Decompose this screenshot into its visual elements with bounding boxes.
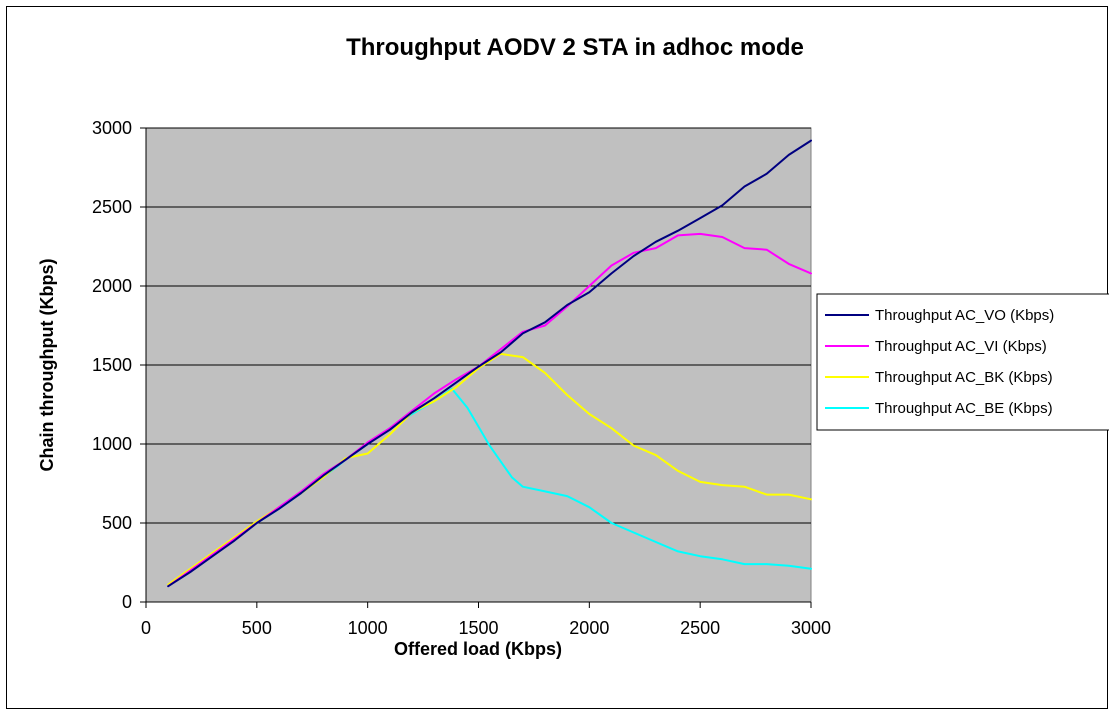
y-tick-label: 500: [102, 513, 132, 533]
x-tick-label: 2000: [569, 618, 609, 638]
legend: Throughput AC_VO (Kbps) Throughput AC_VI …: [816, 293, 1109, 431]
x-tick-label: 500: [242, 618, 272, 638]
series-lines: [167, 139, 812, 588]
x-tick-label: 1000: [348, 618, 388, 638]
x-axis-title: Offered load (Kbps): [394, 639, 562, 659]
y-tick-label: 3000: [92, 118, 132, 138]
x-tick-label: 3000: [791, 618, 831, 638]
legend-label: Throughput AC_BK (Kbps): [875, 369, 1053, 386]
x-tick-label: 0: [141, 618, 151, 638]
y-tick-label: 1500: [92, 355, 132, 375]
y-tick-labels: 0 500 1000 1500 2000 2500 3000: [92, 118, 132, 612]
y-tick-label: 0: [122, 592, 132, 612]
y-tick-label: 1000: [92, 434, 132, 454]
chart-frame: Throughput AODV 2 STA in adhoc mode 0 500…: [6, 6, 1109, 709]
legend-label: Throughput AC_VI (Kbps): [875, 338, 1047, 355]
chart-title: Throughput AODV 2 STA in adhoc mode: [346, 34, 804, 61]
series-line: [167, 232, 812, 588]
x-tick-labels: 0 500 1000 1500 2000 2500 3000: [141, 618, 831, 638]
x-tick-label: 1500: [458, 618, 498, 638]
y-tick-label: 2000: [92, 276, 132, 296]
series-line: [167, 139, 812, 588]
y-tick-label: 2500: [92, 197, 132, 217]
chart-svg: Throughput AODV 2 STA in adhoc mode 0 500…: [37, 34, 1109, 659]
y-axis-title: Chain throughput (Kbps): [37, 259, 57, 472]
legend-label: Throughput AC_VO (Kbps): [875, 307, 1054, 324]
legend-items: Throughput AC_VO (Kbps) Throughput AC_VI …: [825, 307, 1054, 417]
x-tick-label: 2500: [680, 618, 720, 638]
legend-label: Throughput AC_BE (Kbps): [875, 400, 1053, 417]
axes: [140, 127, 812, 608]
